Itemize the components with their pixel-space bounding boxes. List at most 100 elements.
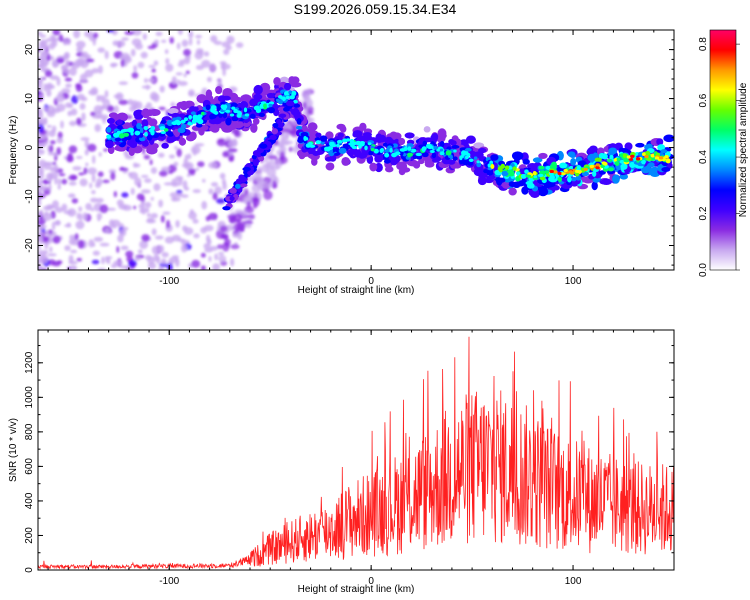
ridge-blob — [473, 156, 478, 160]
noise-blob — [139, 208, 145, 214]
ridge-blob — [149, 108, 161, 116]
ridge-blob — [476, 161, 482, 168]
ridge-hotspot — [664, 155, 669, 159]
noise-blob — [49, 75, 60, 81]
noise-blob — [68, 67, 77, 76]
noise-blob — [87, 143, 97, 152]
noise-blob — [78, 172, 85, 176]
ridge-blob — [464, 147, 472, 152]
ridge-hotspot — [553, 170, 558, 174]
noise-blob — [74, 233, 79, 240]
noise-blob — [43, 106, 49, 112]
ridge-blob — [252, 158, 260, 165]
noise-blob — [192, 189, 201, 194]
ridge-blob — [407, 146, 412, 151]
ridge-blob — [187, 122, 192, 126]
ridge-blob — [131, 119, 138, 128]
ridge-blob — [288, 90, 292, 95]
noise-blob — [76, 257, 83, 262]
noise-blob — [202, 178, 206, 183]
noise-blob — [158, 106, 166, 111]
ridge-blob — [236, 113, 242, 118]
snr-y-label: SNR (10 * v/v) — [8, 418, 19, 482]
ridge-blob — [594, 157, 602, 162]
ridge-blob — [180, 119, 186, 124]
noise-blob — [110, 62, 117, 68]
noise-blob — [92, 32, 99, 39]
ridge-blob — [296, 118, 302, 125]
spectrogram-x-ticks: -100 0 100 — [47, 30, 675, 287]
ridge-blob — [271, 128, 279, 135]
noise-blob — [49, 144, 54, 153]
noise-blob — [192, 218, 199, 224]
ridge-blob — [105, 140, 114, 149]
noise-blob — [271, 180, 277, 189]
noise-blob — [52, 235, 61, 244]
noise-blob — [85, 203, 92, 211]
ridge-blob — [538, 152, 548, 159]
x-tick-label: 100 — [565, 576, 582, 587]
noise-blob — [90, 111, 96, 117]
noise-blob — [229, 157, 234, 161]
ridge-blob — [143, 125, 149, 131]
noise-blob — [91, 190, 96, 195]
ridge-blob — [307, 142, 313, 146]
noise-blob — [76, 47, 83, 53]
ridge-blob — [410, 148, 417, 153]
noise-blob — [232, 233, 240, 238]
noise-blob — [232, 213, 243, 223]
noise-blob — [106, 207, 117, 211]
noise-blob — [41, 45, 49, 50]
ridge-blob — [538, 165, 545, 170]
noise-blob — [163, 182, 174, 186]
noise-blob — [195, 48, 203, 55]
noise-blob — [128, 259, 137, 268]
noise-blob — [171, 182, 180, 187]
ridge-blob — [236, 121, 244, 128]
noise-blob — [90, 197, 98, 203]
noise-blob — [106, 30, 115, 33]
noise-blob — [256, 168, 262, 177]
ridge-blob — [244, 113, 250, 117]
noise-blob — [39, 34, 47, 38]
noise-blob — [71, 175, 77, 180]
ridge-blob — [325, 131, 334, 140]
ridge-blob — [205, 89, 213, 99]
noise-blob — [191, 259, 201, 268]
ridge-blob — [235, 110, 241, 114]
y-tick-label: 200 — [24, 527, 35, 544]
ridge-blob — [210, 105, 217, 110]
noise-blob — [171, 76, 177, 85]
noise-blob — [52, 161, 57, 165]
noise-blob — [92, 115, 102, 119]
ridge-blob — [453, 149, 457, 153]
ridge-blob — [437, 128, 447, 139]
noise-blob — [38, 234, 43, 243]
ridge-blob — [608, 147, 618, 155]
ridge-blob — [278, 113, 287, 118]
noise-blob — [79, 103, 86, 110]
y-tick-label: 1000 — [24, 386, 35, 409]
ridge-blob — [418, 158, 425, 165]
noise-blob — [96, 212, 103, 220]
ridge-blob — [132, 145, 143, 154]
ridge-blob — [369, 162, 378, 172]
ridge-blob — [222, 206, 231, 211]
noise-blob — [94, 123, 102, 132]
noise-blob — [244, 194, 253, 202]
ridge-blob — [644, 151, 651, 157]
noise-blob — [251, 184, 262, 193]
noise-blob — [87, 167, 97, 175]
noise-blob — [244, 206, 254, 214]
colorbar-label: Normalized spectral amplitude — [738, 82, 749, 217]
noise-blob — [185, 70, 190, 75]
noise-blob — [194, 102, 199, 106]
noise-blob — [196, 167, 200, 171]
noise-blob — [79, 73, 88, 82]
ridge-blob — [433, 145, 438, 150]
ridge-blob — [331, 143, 336, 148]
ridge-blob — [144, 132, 148, 137]
ridge-blob — [334, 147, 340, 153]
noise-blob — [263, 190, 273, 201]
